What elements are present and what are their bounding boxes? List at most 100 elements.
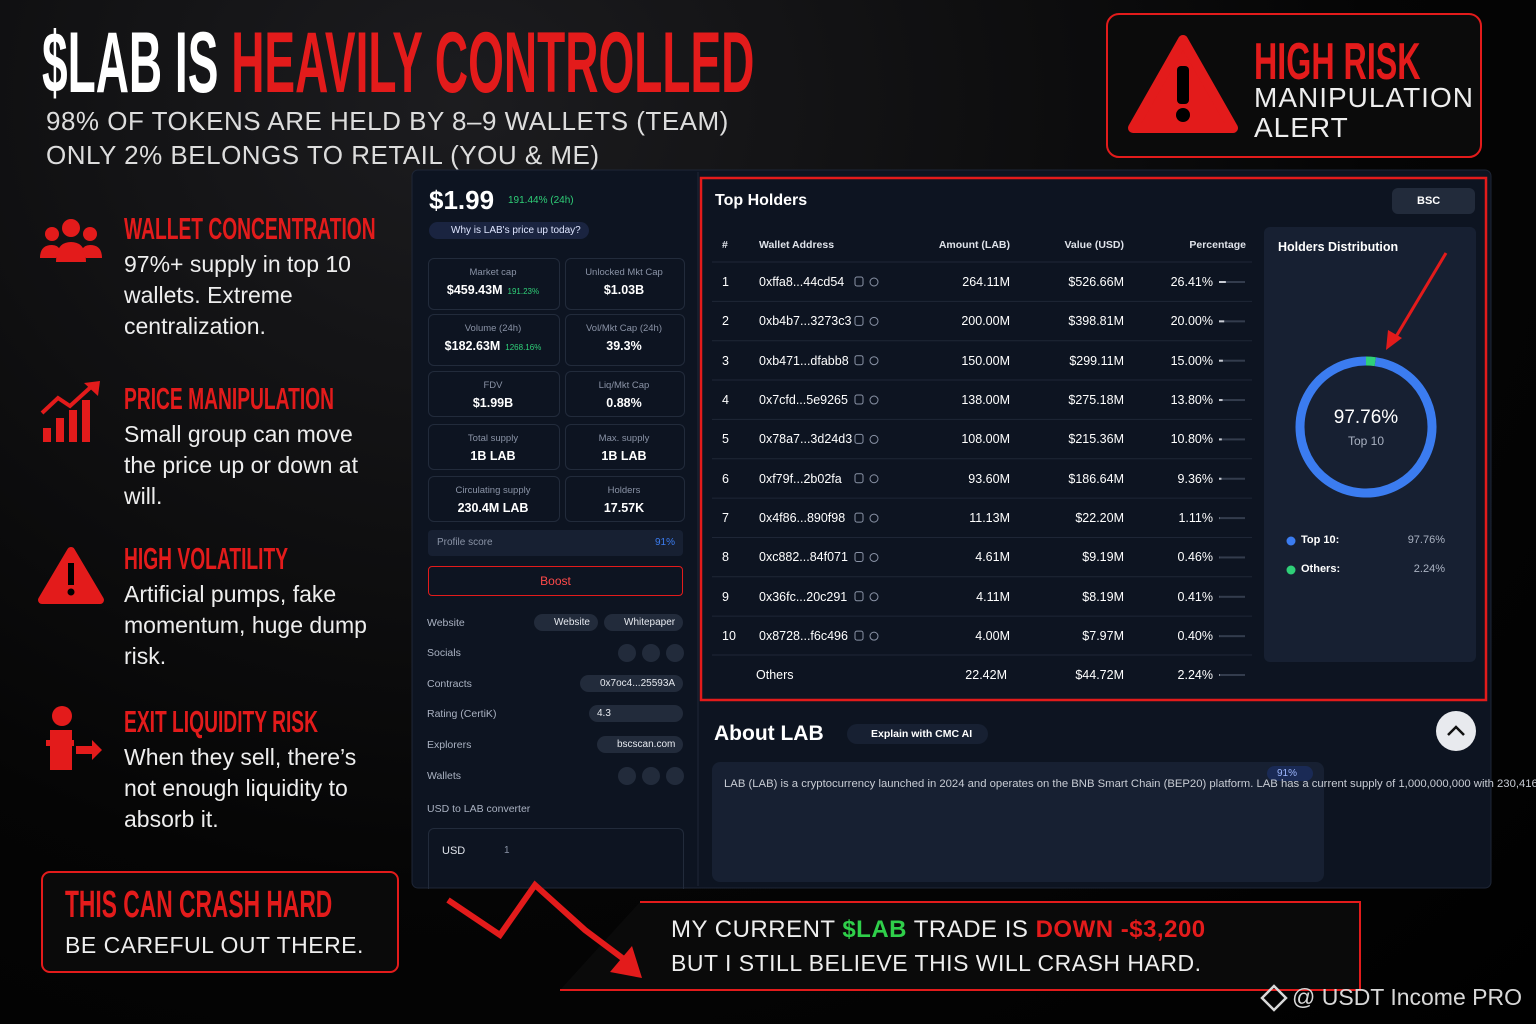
link-pill[interactable]: Website xyxy=(534,614,598,631)
pct-track xyxy=(1219,320,1245,323)
link-pill[interactable]: 0x7oc4...25593A xyxy=(580,675,684,692)
collapse-button[interactable] xyxy=(1436,711,1476,751)
ai-pill[interactable]: Explain with CMC AI xyxy=(847,724,989,744)
search-icon xyxy=(869,513,879,523)
value: $7.97M xyxy=(1082,629,1124,644)
alert-icon-dot xyxy=(1176,108,1190,122)
about-text-part: LAB (LAB) is a cryptocurrency launched i… xyxy=(724,778,1536,790)
distribution-title: Holders Distribution xyxy=(1278,240,1399,254)
stat-label: Market cap xyxy=(469,267,517,278)
stat-label: Liq/Mkt Cap xyxy=(598,380,650,391)
value: $215.36M xyxy=(1068,432,1124,447)
about-box xyxy=(712,762,1324,882)
stat-value-text: 17.57K xyxy=(603,501,645,515)
pct-bar xyxy=(1219,674,1220,676)
search-icon xyxy=(869,592,879,602)
percentage: 0.41% xyxy=(1177,589,1213,604)
value: $8.19M xyxy=(1082,589,1124,604)
pct-bar xyxy=(1219,477,1222,480)
icon-button xyxy=(618,767,636,785)
stat-change: 1268.16% xyxy=(505,343,542,352)
stat-change: 191.23% xyxy=(507,287,540,296)
title-white: $LAB IS xyxy=(42,15,219,111)
stat-value-text: $1.99B xyxy=(472,396,514,410)
boost-button[interactable]: Boost xyxy=(428,566,683,596)
percentage: 2.24% xyxy=(1177,668,1213,682)
stat-label: Holders xyxy=(607,485,641,496)
stat-value: 0.88% xyxy=(565,396,683,410)
percentage: 0.40% xyxy=(1177,629,1213,644)
converter-amount: 1 xyxy=(504,845,510,856)
risk-text: 97%+ supply in top 10 wallets. Extreme c… xyxy=(124,251,351,339)
value: $44.72M xyxy=(1075,668,1124,682)
amount: 4.00M xyxy=(975,629,1010,644)
stat-card xyxy=(428,314,560,366)
copy-icon xyxy=(854,394,864,405)
pct-bar xyxy=(1219,320,1225,323)
chain-pill[interactable]: BSC xyxy=(1392,188,1475,214)
link-pill[interactable]: bscscan.com xyxy=(597,736,684,753)
pct-track xyxy=(1219,477,1245,480)
group-icon xyxy=(40,219,102,262)
rank: 9 xyxy=(722,589,729,604)
stat-value-text: 1B LAB xyxy=(601,449,647,463)
pct-track xyxy=(1219,359,1245,362)
donut-segment xyxy=(1365,356,1376,367)
value: $22.20M xyxy=(1075,511,1124,526)
profile-row xyxy=(428,530,683,556)
percentage: 13.80% xyxy=(1170,393,1213,408)
stat-card xyxy=(565,314,685,366)
search-icon xyxy=(869,316,879,326)
amount: 4.61M xyxy=(975,550,1010,565)
why-pill[interactable]: Why is LAB's price up today? xyxy=(429,222,589,239)
stat-value: $459.43M 191.23% xyxy=(428,283,558,297)
link-pill[interactable]: 4.3 xyxy=(589,705,683,722)
column-header: Wallet Address xyxy=(759,239,835,251)
warning-icon-dot xyxy=(67,588,75,596)
rank: 8 xyxy=(722,550,729,565)
stat-value: $1.99B xyxy=(428,396,558,410)
trade-part: DOWN xyxy=(1035,916,1114,943)
legend-label: Others: xyxy=(1301,563,1341,575)
link-pill[interactable]: Whitepaper xyxy=(604,614,684,631)
pct-bar xyxy=(1219,399,1223,402)
stat-card xyxy=(565,371,685,417)
down-arrow-head xyxy=(610,946,642,978)
stat-card xyxy=(428,476,560,522)
rank: 7 xyxy=(722,511,729,526)
profile-value: 91% xyxy=(655,537,676,548)
stat-label: Circulating supply xyxy=(455,485,531,496)
converter-label: USD to LAB converter xyxy=(427,803,531,815)
search-icon xyxy=(869,356,879,366)
stat-card xyxy=(428,424,560,470)
arrow-head xyxy=(1386,330,1402,350)
stat-value-text: 1B LAB xyxy=(470,449,516,463)
risk-title: PRICE MANIPULATION xyxy=(124,381,334,416)
rank: 10 xyxy=(722,629,736,644)
about-text: LAB (LAB) is a cryptocurrency launched i… xyxy=(724,775,1536,794)
wallet-address: 0xffa8...44cd54 xyxy=(759,275,845,289)
risk-title: EXIT LIQUIDITY RISK xyxy=(124,704,319,739)
amount: 4.11M xyxy=(976,589,1010,604)
warning-title: THIS CAN CRASH HARD xyxy=(65,884,333,926)
stat-label: Total supply xyxy=(467,433,519,444)
percentage: 9.36% xyxy=(1177,471,1213,486)
holders-highlight xyxy=(699,176,1488,702)
stat-label: FDV xyxy=(483,380,503,391)
stat-value: $182.63M 1268.16% xyxy=(428,339,558,353)
search-icon xyxy=(869,434,879,444)
profile-label: Profile score xyxy=(437,537,493,548)
stat-card xyxy=(565,424,685,470)
legend-dot xyxy=(1286,565,1296,575)
wallet-address: 0xf79f...2b02fa xyxy=(759,471,842,486)
percentage: 10.80% xyxy=(1170,432,1213,447)
percentage: 15.00% xyxy=(1170,353,1213,368)
copy-icon xyxy=(854,315,864,326)
icon-button xyxy=(642,644,660,662)
risk-text: When they sell, there’s not enough liqui… xyxy=(124,744,357,832)
amount: 22.42M xyxy=(965,668,1007,682)
rank: 4 xyxy=(722,393,729,408)
alert-text: ALERT xyxy=(1254,112,1349,143)
column-header: Percentage xyxy=(1189,239,1246,251)
rank: 5 xyxy=(722,432,729,447)
